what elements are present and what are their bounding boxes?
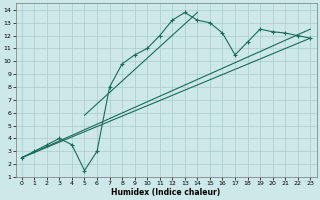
X-axis label: Humidex (Indice chaleur): Humidex (Indice chaleur) xyxy=(111,188,221,197)
